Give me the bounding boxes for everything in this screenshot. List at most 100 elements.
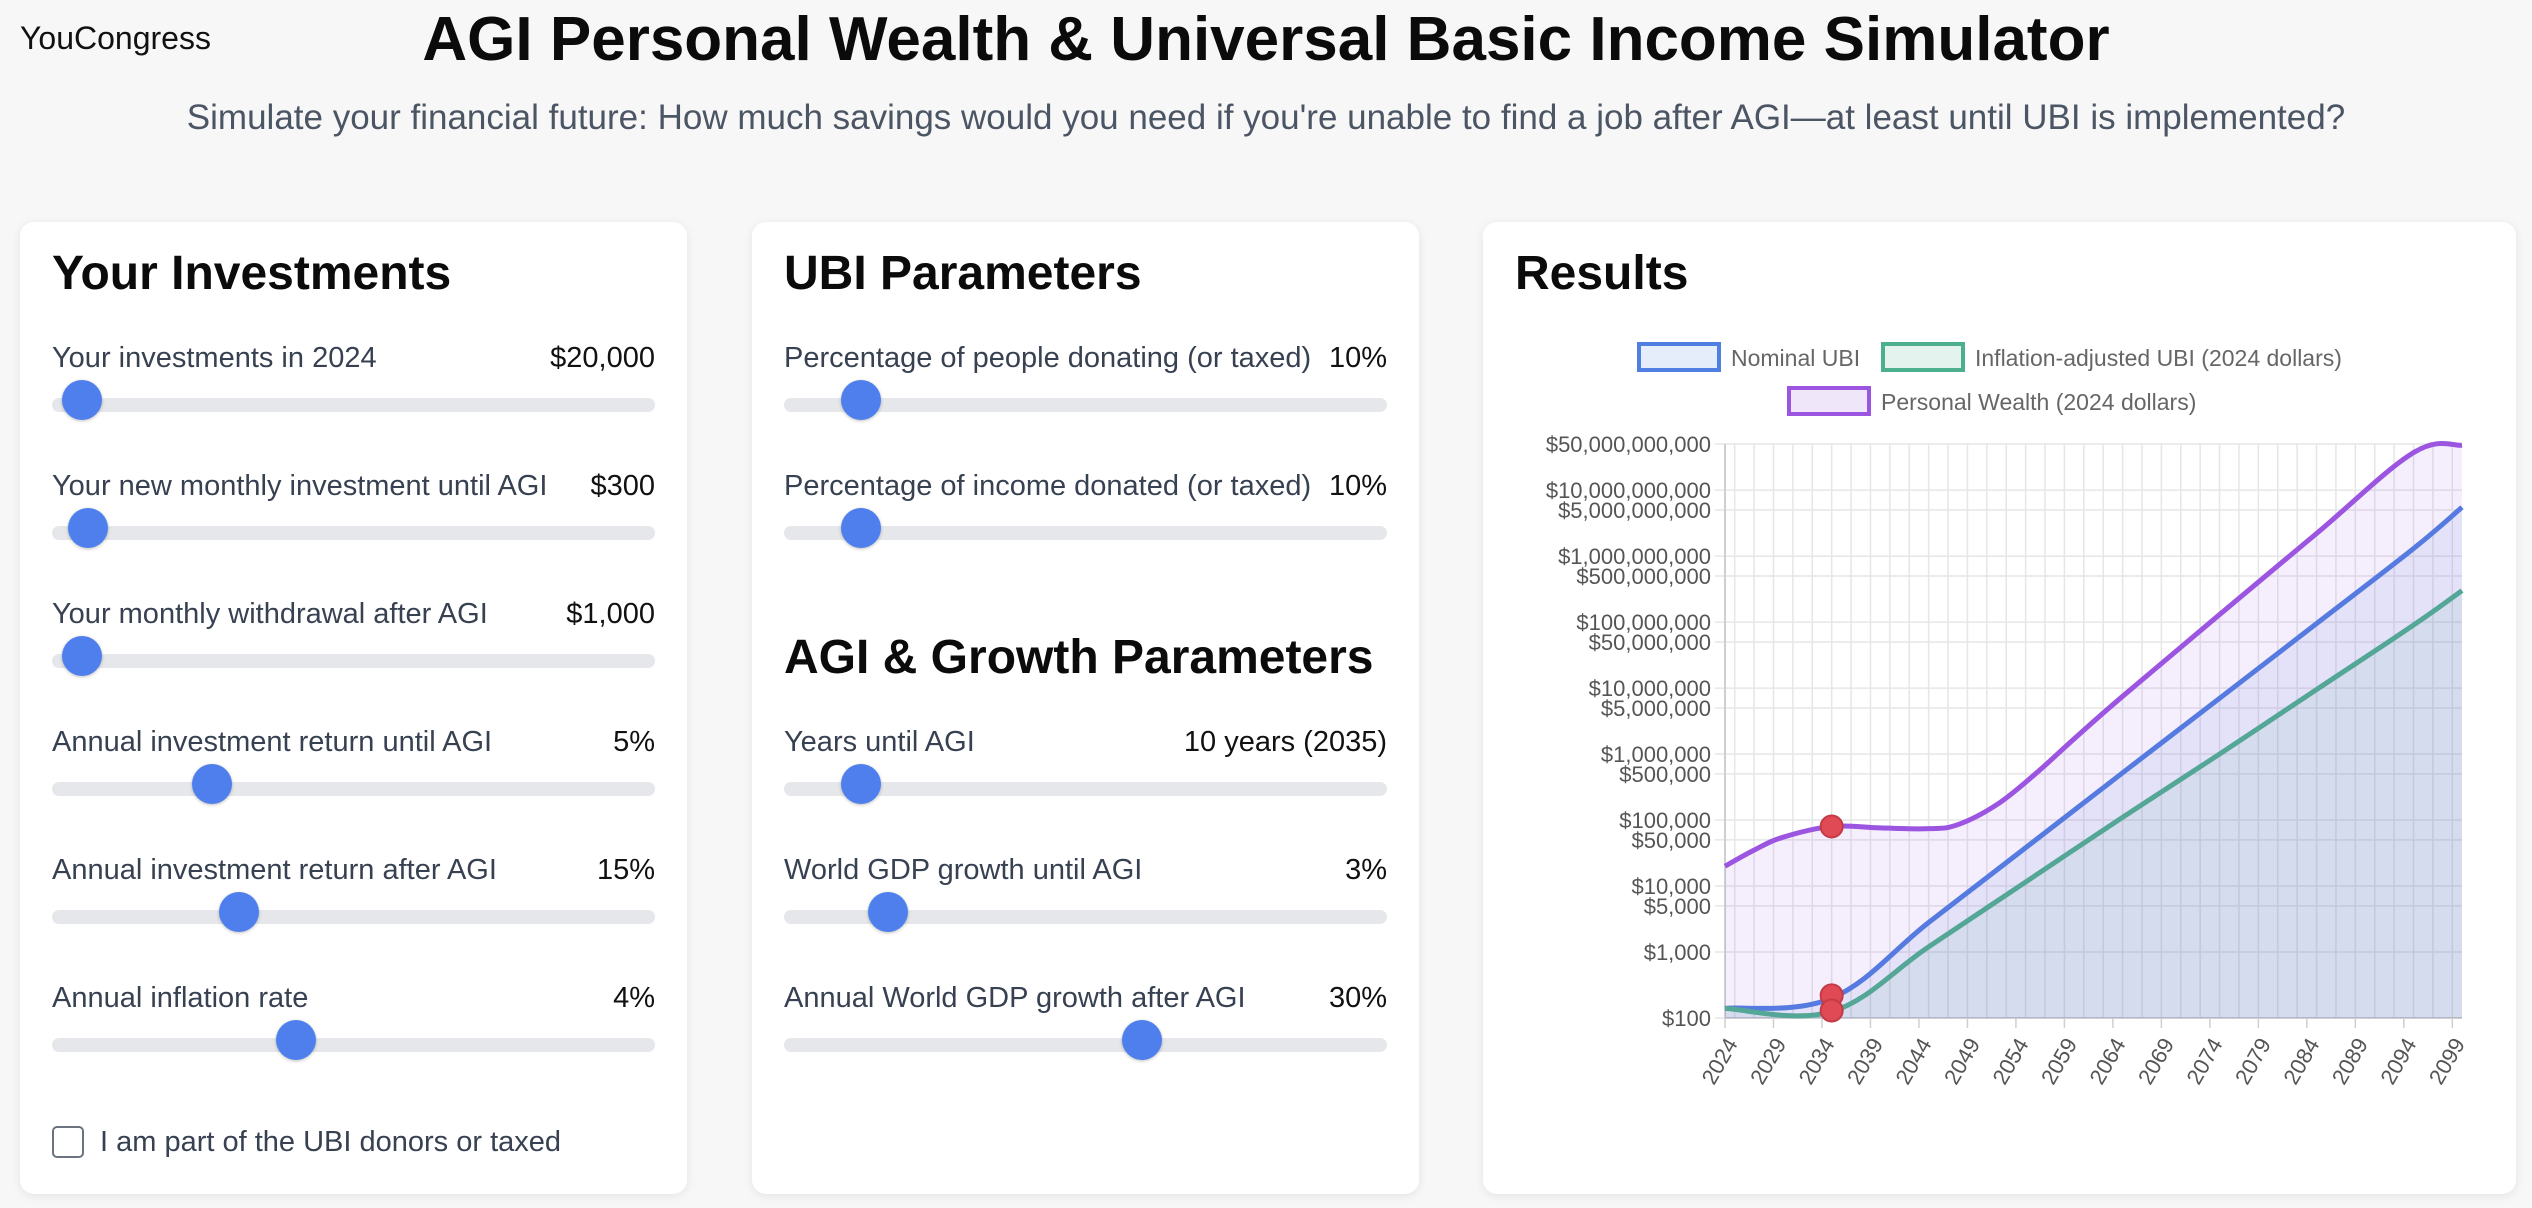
gdp-after-agi-slider[interactable] — [784, 1020, 1387, 1060]
ubi-donor-checkbox-label[interactable]: I am part of the UBI donors or taxed — [100, 1126, 562, 1158]
slider-label: Your investments in 2024 — [52, 342, 377, 374]
x-tick-label: 2049 — [1939, 1034, 1985, 1089]
growth-title: AGI & Growth Parameters — [784, 631, 1374, 684]
slider-thumb[interactable] — [840, 508, 881, 548]
x-tick-label: 2089 — [2327, 1034, 2373, 1089]
slider-value: 5% — [613, 726, 655, 758]
legend-label: Inflation-adjusted UBI (2024 dollars) — [1975, 345, 2342, 371]
slider-thumb[interactable] — [1121, 1020, 1162, 1060]
y-tick-label: $100,000,000 — [1576, 610, 1711, 635]
y-tick-label: $100 — [1662, 1006, 1711, 1031]
slider-thumb[interactable] — [62, 636, 103, 676]
x-tick-label: 2024 — [1697, 1034, 1743, 1089]
results-title: Results — [1515, 247, 1689, 300]
y-tick-label: $5,000,000,000 — [1558, 498, 1711, 523]
y-tick-label: $5,000 — [1644, 894, 1711, 919]
return-after-agi-slider[interactable] — [52, 892, 655, 932]
slider-label: Your new monthly investment until AGI — [52, 470, 548, 502]
brand-logo[interactable]: YouCongress — [20, 20, 211, 56]
agi-marker — [1819, 814, 1844, 839]
x-tick-label: 2054 — [1987, 1034, 2033, 1089]
x-tick-label: 2044 — [1890, 1034, 1936, 1089]
y-tick-label: $50,000,000 — [1589, 630, 1711, 655]
x-tick-label: 2059 — [2036, 1034, 2082, 1089]
x-tick-label: 2034 — [1794, 1034, 1840, 1089]
x-tick-label: 2064 — [2084, 1034, 2130, 1089]
slider-thumb[interactable] — [840, 380, 881, 420]
page-subtitle: Simulate your financial future: How much… — [186, 98, 2346, 137]
income-donated-slider[interactable] — [784, 508, 1387, 548]
results-chart[interactable]: $100 $1,000 $5,000$10,000 $50,000$100,000 $5… — [1483, 222, 2516, 1194]
slider-label: Annual investment return after AGI — [52, 854, 497, 886]
monthly-withdrawal-slider[interactable] — [52, 636, 655, 676]
ubi-card: UBI Parameters Percentage of people dona… — [752, 222, 1419, 1194]
initial-investment-slider[interactable] — [52, 380, 655, 420]
x-tick-label: 2079 — [2230, 1034, 2276, 1089]
slider-label: Annual World GDP growth after AGI — [784, 982, 1246, 1014]
slider-label: Your monthly withdrawal after AGI — [52, 598, 488, 630]
y-tick-label: $10,000 — [1631, 874, 1711, 899]
slider-value: 4% — [613, 982, 655, 1014]
y-tick-label: $10,000,000 — [1589, 676, 1711, 701]
slider-thumb[interactable] — [62, 380, 103, 420]
slider-value: 10% — [1328, 470, 1387, 502]
slider-thumb[interactable] — [218, 892, 259, 932]
y-tick-label: $1,000,000,000 — [1558, 544, 1711, 569]
legend-swatch — [1881, 342, 1965, 372]
x-tick-label: 2084 — [2278, 1034, 2324, 1089]
ubi-title: UBI Parameters — [784, 247, 1142, 300]
y-tick-label: $500,000,000 — [1576, 564, 1711, 589]
y-tick-label: $10,000,000,000 — [1546, 478, 1711, 503]
inflation-slider[interactable] — [52, 1020, 655, 1060]
agi-marker — [1819, 998, 1844, 1023]
slider-value: 3% — [1345, 854, 1387, 886]
x-tick-label: 2029 — [1745, 1034, 1791, 1089]
y-tick-label: $50,000,000,000 — [1546, 432, 1711, 457]
slider-thumb[interactable] — [276, 1020, 317, 1060]
slider-label: Percentage of income donated (or taxed) — [784, 470, 1312, 502]
slider-value: 30% — [1328, 982, 1387, 1014]
results-card: Results $100 $1,000 $5,000 $10,000 $50,000 $1… — [1483, 222, 2516, 1194]
series-area-personal-wealth-2024-dollars — [1725, 443, 2462, 1019]
slider-value: 10 years (2035) — [1183, 726, 1387, 758]
slider-thumb[interactable] — [840, 764, 881, 804]
investments-card: Your Investments Your investments in 202… — [20, 222, 687, 1194]
slider-value: 10% — [1328, 342, 1387, 374]
y-tick-label: $50,000 — [1631, 828, 1711, 853]
investments-title: Your Investments — [52, 247, 452, 300]
y-tick-label: $1,000 — [1644, 940, 1711, 965]
people-donating-slider[interactable] — [784, 380, 1387, 420]
slider-thumb[interactable] — [191, 764, 232, 804]
series-area-inflation-adjusted-ubi-2024-dollars — [1725, 590, 2462, 1018]
page-title: AGI Personal Wealth & Universal Basic In… — [422, 5, 2110, 74]
y-tick-label: $5,000,000 — [1601, 696, 1711, 721]
slider-label: World GDP growth until AGI — [784, 854, 1143, 886]
slider-label: Percentage of people donating (or taxed) — [784, 342, 1312, 374]
monthly-investment-slider[interactable] — [52, 508, 655, 548]
series-line-nominal-ubi — [1724, 505, 2464, 1011]
series-area-nominal-ubi — [1725, 507, 2462, 1018]
x-tick-label: 2039 — [1842, 1034, 1888, 1089]
series-line-personal-wealth-2024-dollars — [1723, 440, 2463, 869]
series-line-inflation-adjusted-ubi-2024-dollars — [1724, 588, 2464, 1019]
legend-swatch — [1787, 386, 1871, 416]
legend-label: Nominal UBI — [1731, 345, 1860, 371]
slider-value: $300 — [590, 470, 655, 502]
slider-value: $20,000 — [550, 342, 655, 374]
slider-label: Years until AGI — [784, 726, 975, 758]
slider-thumb[interactable] — [68, 508, 109, 548]
return-until-agi-slider[interactable] — [52, 764, 655, 804]
slider-value: $1,000 — [566, 598, 655, 630]
slider-thumb[interactable] — [868, 892, 909, 932]
y-tick-label: $100,000 — [1619, 808, 1711, 833]
legend-label: Personal Wealth (2024 dollars) — [1881, 389, 2196, 415]
ubi-donor-checkbox[interactable] — [52, 1126, 84, 1158]
slider-label: Annual investment return until AGI — [52, 726, 493, 758]
x-tick-label: 2094 — [2375, 1034, 2421, 1089]
years-until-agi-slider[interactable] — [784, 764, 1387, 804]
x-tick-label: 2069 — [2133, 1034, 2179, 1089]
slider-label: Annual inflation rate — [52, 982, 309, 1014]
legend-swatch — [1637, 342, 1721, 372]
y-tick-label: $500,000 — [1619, 762, 1711, 787]
gdp-until-agi-slider[interactable] — [784, 892, 1387, 932]
